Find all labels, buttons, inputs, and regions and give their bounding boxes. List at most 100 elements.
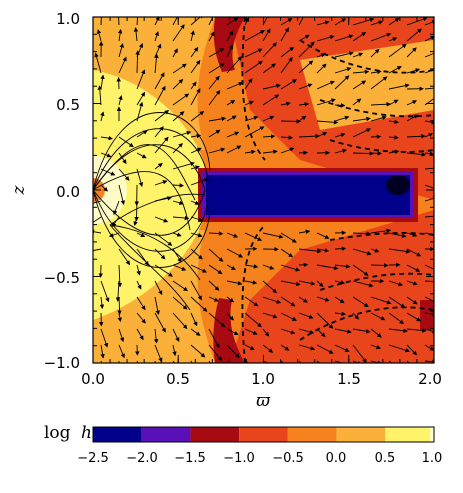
velocity-arrow <box>424 151 434 156</box>
velocity-arrow <box>136 296 146 311</box>
velocity-arrow <box>226 264 236 270</box>
velocity-arrow <box>316 98 336 106</box>
velocity-arrow <box>117 264 123 288</box>
velocity-arrow <box>190 81 197 90</box>
velocity-arrow <box>424 69 434 74</box>
velocity-arrow <box>97 85 103 106</box>
velocity-arrow <box>424 328 434 334</box>
y-tick-label: 0.0 <box>56 183 80 201</box>
velocity-arrow <box>244 126 265 138</box>
x-tick-label: 0.0 <box>81 370 105 388</box>
velocity-arrow <box>136 69 146 90</box>
velocity-arrow <box>190 147 202 154</box>
y-axis-label: z <box>9 184 29 195</box>
velocity-arrow <box>118 168 130 181</box>
velocity-arrow <box>226 232 239 238</box>
velocity-arrow <box>262 28 271 42</box>
velocity-arrow <box>172 48 178 58</box>
velocity-arrow <box>172 111 185 122</box>
velocity-arrow <box>298 102 310 107</box>
velocity-arrow <box>172 17 178 26</box>
velocity-arrow <box>280 264 301 272</box>
velocity-arrow <box>172 215 190 221</box>
velocity-arrow <box>370 101 392 107</box>
colorbar-tick-label: −0.5 <box>272 451 304 466</box>
velocity-arrow <box>226 17 239 26</box>
colorbar-bin <box>190 427 240 442</box>
velocity-arrow <box>244 328 258 335</box>
velocity-arrow <box>352 52 364 58</box>
velocity-arrow <box>190 165 200 170</box>
velocity-arrow <box>208 248 224 262</box>
velocity-arrow <box>352 17 375 26</box>
velocity-arrow <box>352 98 362 106</box>
velocity-arrow <box>388 328 409 333</box>
velocity-arrow <box>298 41 315 58</box>
colorbar-tick-label: −2.0 <box>126 451 158 466</box>
velocity-arrow <box>388 296 406 308</box>
velocity-arrow <box>154 196 172 202</box>
velocity-arrow <box>226 100 236 106</box>
velocity-arrow <box>406 328 427 333</box>
velocity-arrow <box>244 280 258 285</box>
velocity-arrow <box>208 231 224 236</box>
velocity-arrow <box>262 83 281 90</box>
velocity-arrow <box>406 28 422 42</box>
velocity-arrow <box>190 59 201 74</box>
velocity-arrow <box>226 81 244 90</box>
velocity-arrow <box>388 119 399 125</box>
velocity-arrow <box>244 78 253 90</box>
velocity-arrow <box>262 115 275 122</box>
velocity-arrow <box>424 264 434 270</box>
velocity-arrow <box>280 280 301 287</box>
velocity-arrow <box>280 248 294 258</box>
disk-outer-blob <box>386 175 410 195</box>
velocity-arrow <box>262 63 276 74</box>
colorbar-bins <box>93 427 434 442</box>
velocity-arrow <box>154 344 163 363</box>
x-tick-labels: 0.0 0.5 1.0 1.5 2.0 <box>81 370 442 388</box>
velocity-arrow <box>136 248 149 266</box>
velocity-arrow <box>226 312 234 321</box>
velocity-arrow <box>136 101 144 122</box>
velocity-arrow <box>226 280 243 286</box>
velocity-arrow <box>388 135 399 140</box>
velocity-arrow <box>172 312 188 330</box>
velocity-arrow <box>370 48 380 58</box>
colorbar-bin <box>239 427 288 442</box>
velocity-arrow <box>226 360 229 363</box>
velocity-arrow <box>154 216 169 223</box>
velocity-arrow <box>136 360 139 363</box>
velocity-arrow <box>226 145 242 154</box>
velocity-arrow <box>388 43 407 58</box>
velocity-arrow <box>298 229 311 234</box>
velocity-arrow <box>190 232 203 238</box>
velocity-arrow <box>244 100 254 106</box>
velocity-arrow <box>208 296 219 302</box>
velocity-arrow <box>208 89 221 106</box>
velocity-arrow <box>316 296 330 302</box>
velocity-arrow <box>424 232 434 235</box>
velocity-arrow <box>190 200 200 205</box>
velocity-arrow <box>334 18 347 26</box>
velocity-arrow <box>352 128 371 138</box>
velocity-arrow <box>352 32 367 42</box>
velocity-arrow <box>334 51 354 58</box>
velocity-arrow <box>424 296 434 302</box>
velocity-arrow <box>280 232 297 243</box>
velocity-arrow <box>406 264 421 272</box>
velocity-arrow <box>316 120 339 125</box>
velocity-arrow <box>370 151 383 156</box>
velocity-arrow <box>226 30 234 42</box>
disk-slab-core <box>206 175 410 215</box>
colorbar-bin <box>141 427 191 442</box>
velocity-arrow <box>154 248 166 260</box>
streamer-corner <box>420 300 434 330</box>
velocity-arrow <box>208 48 225 58</box>
velocity-arrow <box>370 328 382 338</box>
velocity-arrow <box>244 264 259 269</box>
velocity-arrow <box>280 101 291 107</box>
velocity-arrow <box>352 151 375 156</box>
velocity-arrow <box>190 280 202 301</box>
